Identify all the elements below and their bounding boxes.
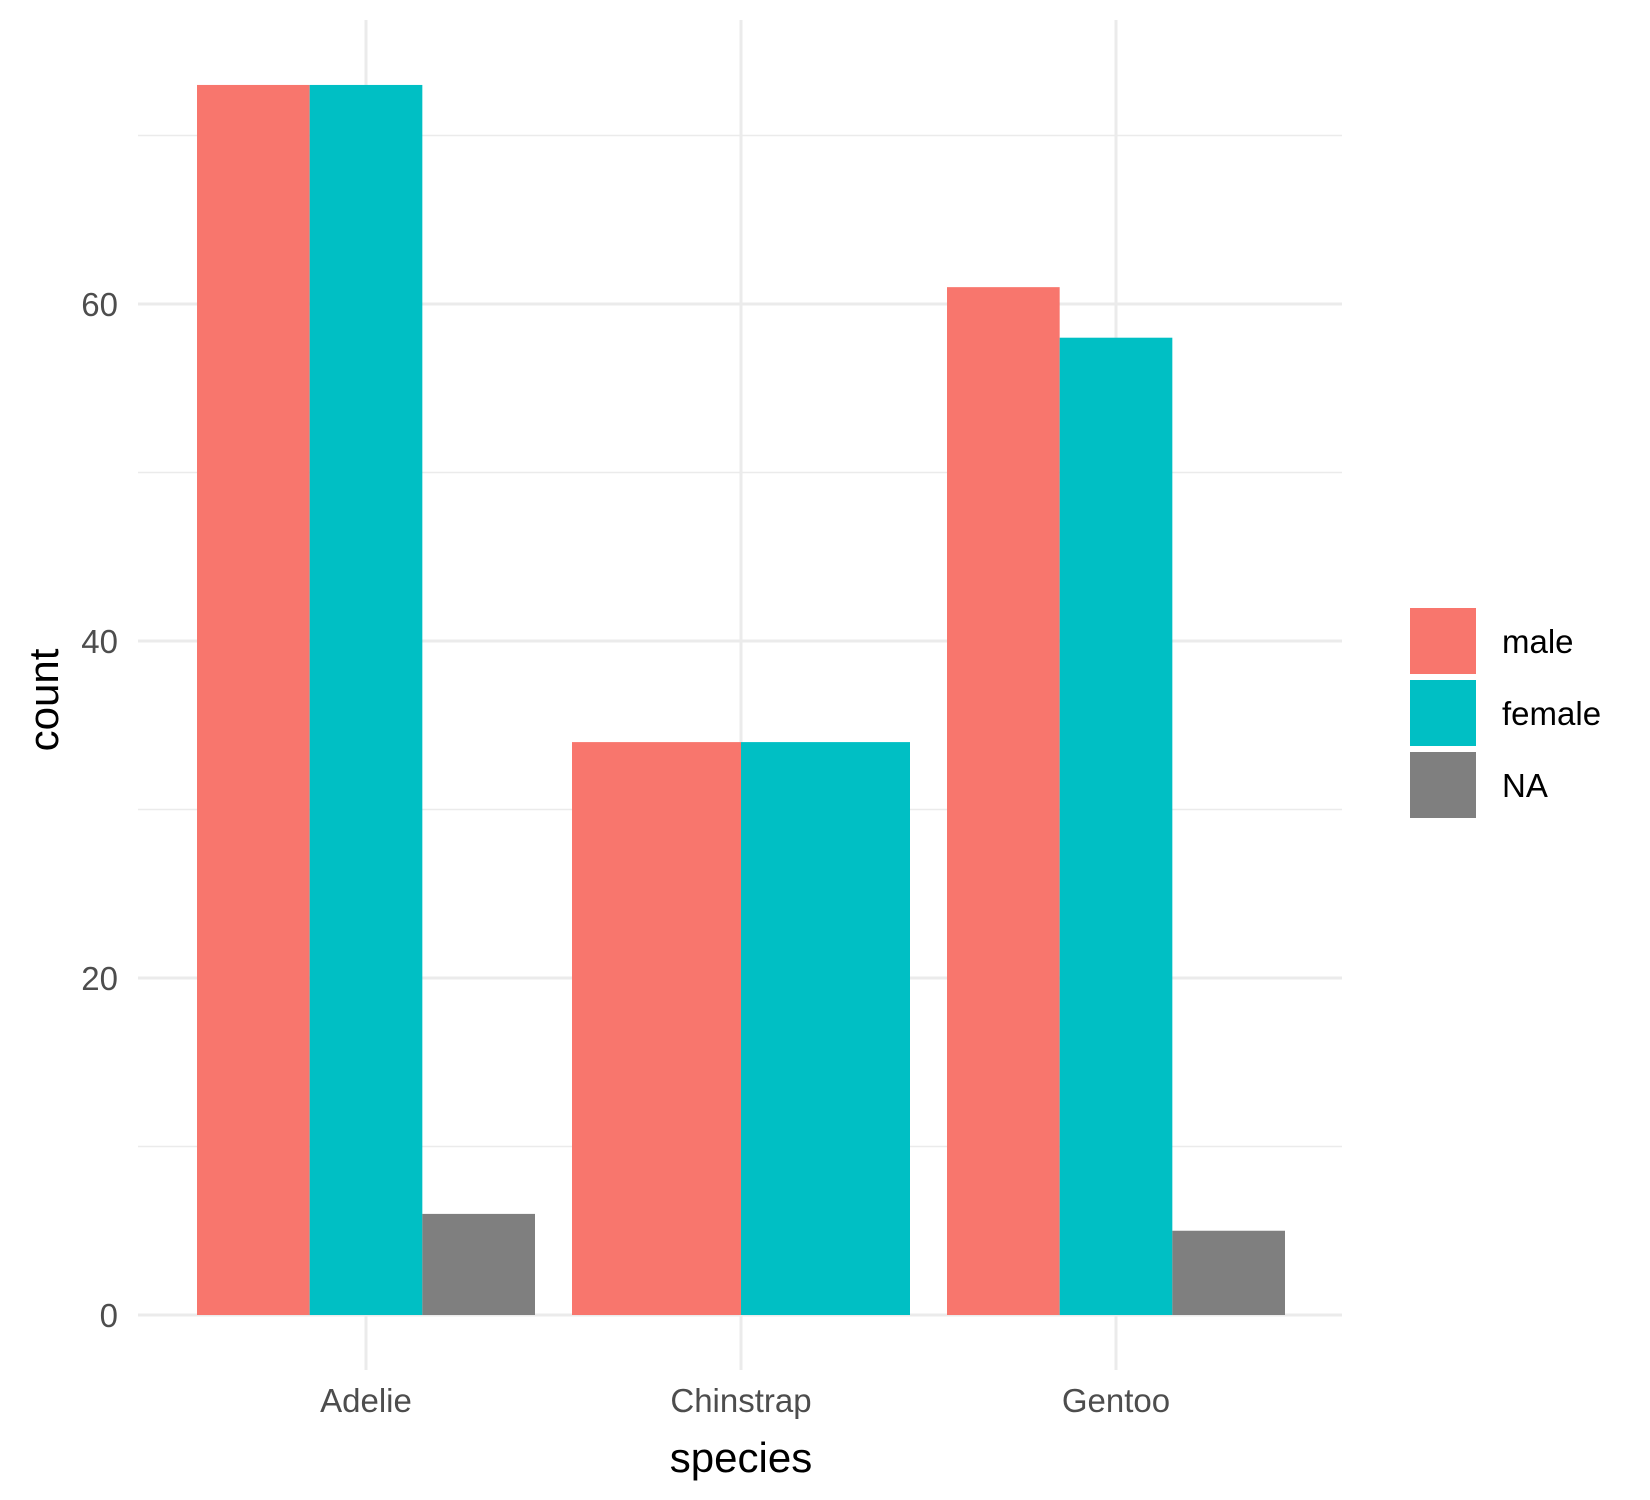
bar-gentoo-male	[947, 287, 1060, 1315]
x-tick-label: Adelie	[320, 1382, 412, 1419]
legend-key-na	[1410, 752, 1476, 818]
y-tick-labels: 0 20 40 60	[81, 286, 118, 1334]
x-tick-labels: Adelie Chinstrap Gentoo	[320, 1382, 1170, 1419]
y-tick-label: 20	[81, 960, 118, 997]
bars	[197, 84, 1285, 1316]
x-tick-label: Gentoo	[1062, 1382, 1170, 1419]
bar-chinstrap-male	[572, 742, 741, 1315]
y-tick-label: 0	[100, 1297, 118, 1334]
bar-adelie-male	[197, 84, 310, 1316]
bar-adelie-female	[309, 84, 423, 1316]
y-axis-title: count	[20, 648, 67, 751]
legend-label-male: male	[1502, 623, 1574, 660]
x-tick-label: Chinstrap	[670, 1382, 811, 1419]
bar-gentoo-na	[1172, 1230, 1285, 1315]
bar-chinstrap-female	[741, 742, 910, 1315]
legend-key-female	[1410, 680, 1476, 746]
legend-label-na: NA	[1502, 767, 1548, 804]
legend: male female NA	[1410, 608, 1601, 818]
bar-adelie-na	[422, 1213, 535, 1315]
bar-gentoo-female	[1059, 337, 1173, 1315]
legend-key-male	[1410, 608, 1476, 674]
y-tick-label: 60	[81, 286, 118, 323]
x-axis-title: species	[670, 1434, 812, 1481]
legend-label-female: female	[1502, 695, 1601, 732]
y-tick-label: 40	[81, 623, 118, 660]
